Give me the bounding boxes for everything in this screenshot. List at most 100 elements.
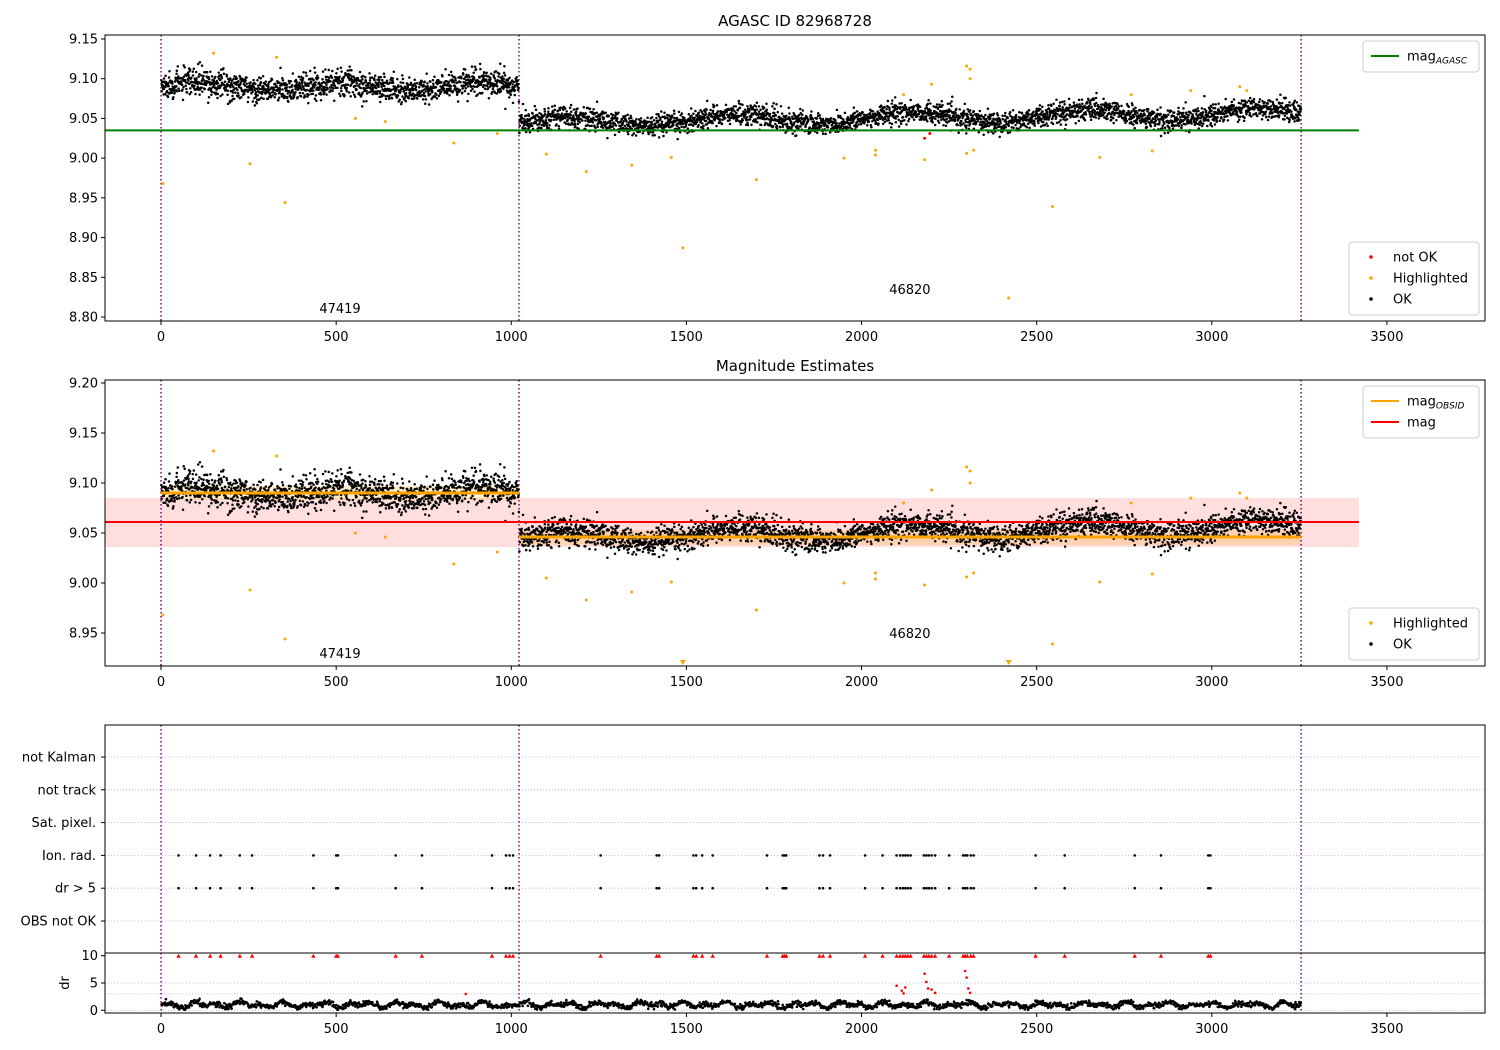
ok-point <box>1220 117 1223 120</box>
ok-point <box>965 132 968 135</box>
ok-point <box>210 90 214 94</box>
highlighted-point <box>874 148 878 152</box>
ok-point <box>297 75 301 79</box>
ok-point <box>1299 108 1303 111</box>
ok-point <box>183 483 187 487</box>
ok-point <box>780 112 784 115</box>
ok-point <box>543 107 546 111</box>
ok-point <box>198 88 202 91</box>
ok-point <box>1170 109 1173 113</box>
ok-point <box>491 87 495 91</box>
ok-point <box>584 119 587 123</box>
ok-point <box>657 136 661 139</box>
ok-point <box>426 82 429 85</box>
ok-point <box>1093 104 1097 108</box>
ok-point <box>790 121 793 124</box>
ok-point <box>290 83 294 87</box>
ok-point <box>207 96 211 99</box>
ok-point <box>896 115 899 118</box>
ok-point <box>187 79 190 82</box>
ok-point <box>196 488 199 492</box>
ok-point <box>164 93 167 96</box>
ok-point <box>1182 107 1185 110</box>
ok-point <box>1189 111 1192 115</box>
ok-point <box>870 125 873 129</box>
ok-point <box>376 78 379 82</box>
ok-point <box>298 83 301 86</box>
highlighted-point <box>383 120 387 124</box>
ok-point <box>516 79 519 82</box>
ok-point <box>449 85 453 88</box>
ok-point <box>202 483 206 487</box>
ok-point <box>301 76 305 80</box>
ok-point <box>530 122 533 125</box>
ok-point <box>220 481 223 484</box>
ok-point <box>194 70 198 74</box>
ok-point <box>198 72 201 76</box>
ok-point <box>626 132 630 136</box>
ok-point <box>214 75 217 79</box>
ok-point <box>523 123 526 127</box>
ok-point <box>1058 101 1062 104</box>
ok-point <box>1162 122 1166 126</box>
ok-point <box>393 92 397 96</box>
ok-point <box>981 122 984 126</box>
ok-point <box>799 125 802 128</box>
ok-point <box>472 71 475 75</box>
ok-point <box>592 116 595 119</box>
ok-point <box>321 78 324 81</box>
magnitude-estimates-title: Magnitude Estimates <box>716 357 874 375</box>
ok-point <box>962 122 965 125</box>
ok-point <box>352 80 356 84</box>
ok-point <box>868 112 872 115</box>
ok-point <box>210 501 213 505</box>
ok-point <box>383 84 386 88</box>
ok-point <box>1294 117 1297 120</box>
ok-point <box>219 503 222 507</box>
ok-point <box>1076 115 1079 118</box>
ok-point <box>499 89 503 93</box>
ok-point <box>914 110 918 113</box>
ok-point <box>196 62 200 66</box>
ok-point <box>765 108 768 111</box>
ok-point <box>160 497 163 501</box>
ok-point <box>944 124 948 127</box>
ok-point <box>513 89 517 92</box>
ok-point <box>219 94 222 98</box>
ok-point <box>407 97 411 100</box>
ok-point <box>270 78 274 81</box>
highlighted-point <box>495 132 499 136</box>
ok-point <box>987 131 990 134</box>
ok-point <box>1151 117 1155 121</box>
ok-point <box>398 98 401 101</box>
ok-point <box>236 88 239 92</box>
x-tick-label: 2000 <box>845 330 878 345</box>
ok-point <box>999 121 1002 125</box>
ok-point <box>616 117 619 120</box>
ok-point <box>191 74 195 77</box>
ok-point <box>470 85 473 89</box>
ok-point <box>1159 112 1162 116</box>
ok-point <box>958 108 961 111</box>
ok-point <box>711 121 714 125</box>
ok-point <box>409 81 413 85</box>
ok-point <box>1295 108 1298 111</box>
ok-point <box>346 83 350 87</box>
ok-point <box>805 116 809 119</box>
ok-point <box>329 89 332 92</box>
ok-point <box>1059 123 1063 126</box>
ok-point <box>350 69 353 72</box>
ok-point <box>262 97 265 101</box>
ok-point <box>187 477 190 480</box>
ok-point <box>236 91 240 95</box>
ok-point <box>810 110 813 113</box>
ok-point <box>200 64 204 67</box>
ok-point <box>258 98 261 101</box>
ok-point <box>690 114 693 118</box>
ok-point <box>259 81 263 84</box>
legend-label: Highlighted <box>1393 272 1468 287</box>
ok-point <box>190 76 193 79</box>
ok-point <box>239 86 243 90</box>
ok-point <box>1249 115 1253 118</box>
x-tick-label: 0 <box>157 330 165 345</box>
